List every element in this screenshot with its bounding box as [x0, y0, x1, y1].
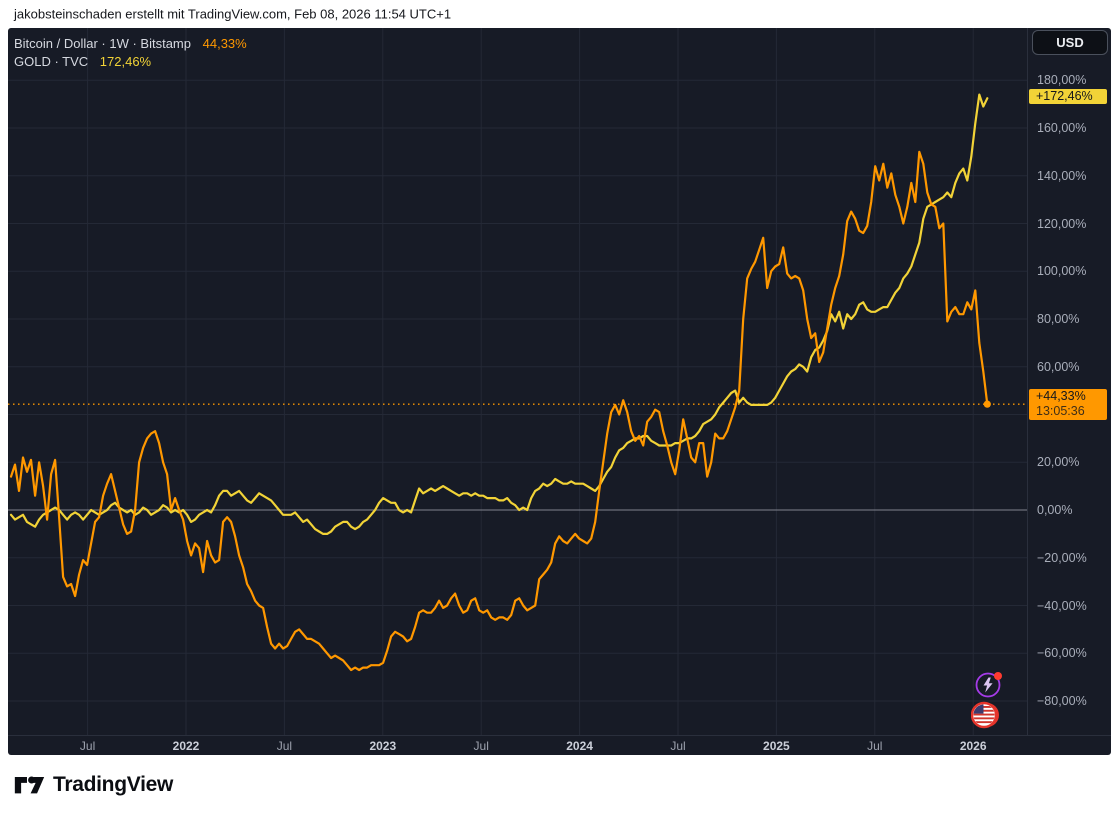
x-axis-label: Jul: [867, 739, 883, 753]
legend-item-gold[interactable]: GOLD · TVC 172,46%: [14, 53, 247, 71]
y-axis-label: 60,00%: [1037, 359, 1080, 374]
y-axis-label: −40,00%: [1037, 598, 1087, 613]
x-axis-label: Jul: [79, 739, 96, 753]
y-axis-label: 20,00%: [1037, 455, 1080, 470]
currency-toggle-button[interactable]: USD: [1032, 30, 1108, 55]
y-axis-label: 0,00%: [1037, 503, 1073, 517]
x-axis-label: Jul: [473, 739, 489, 753]
legend-change-btc: 44,33%: [202, 36, 247, 51]
x-axis-label: Jul: [276, 739, 293, 753]
y-axis-label: 120,00%: [1037, 216, 1087, 231]
y-axis-label: 160,00%: [1037, 121, 1087, 135]
us-flag-icon[interactable]: [971, 701, 1000, 729]
legend-symbol-btc: Bitcoin / Dollar · 1W · Bitstamp: [14, 36, 191, 51]
price-axis[interactable]: USD +172,46% +44,33% 13:05:36 180,00% 160…: [1027, 28, 1111, 735]
y-axis-label: 80,00%: [1037, 312, 1080, 326]
x-axis-label: 2024: [566, 739, 593, 753]
sparks-icon[interactable]: [974, 671, 1010, 699]
x-axis-label: 2026: [959, 739, 987, 753]
time-axis[interactable]: Jul 2022 Jul 2023 Jul 2024 Jul 2025 Jul 2026: [8, 735, 1111, 755]
y-axis-label: 180,00%: [1037, 73, 1087, 88]
x-axis-label: 2023: [369, 739, 397, 753]
chart-panel: Bitcoin / Dollar · 1W · Bitstamp 44,33% …: [8, 28, 1111, 755]
attribution-bar: jakobsteinschaden erstellt mit TradingVi…: [0, 0, 1117, 28]
y-axis-label: −80,00%: [1037, 694, 1087, 708]
y-axis-label: 140,00%: [1037, 168, 1087, 183]
attribution-text: jakobsteinschaden erstellt mit TradingVi…: [14, 6, 452, 22]
tradingview-logo-icon: [14, 776, 45, 794]
legend-change-gold: 172,46%: [99, 54, 152, 69]
btc-badge-value: +44,33%: [1036, 388, 1086, 403]
y-axis-label: 100,00%: [1037, 264, 1087, 279]
last-price-dot: [983, 400, 991, 408]
gold-price-badge: +172,46%: [1029, 88, 1107, 105]
brand-wordmark: TradingView: [53, 773, 174, 796]
y-axis-label: −20,00%: [1037, 550, 1087, 565]
legend-item-btc[interactable]: Bitcoin / Dollar · 1W · Bitstamp 44,33%: [14, 35, 247, 53]
price-chart[interactable]: Bitcoin / Dollar · 1W · Bitstamp 44,33% …: [8, 28, 1027, 735]
legend-symbol-gold: GOLD · TVC: [14, 54, 89, 69]
series-gold---tvc[interactable]: [9, 93, 989, 535]
x-axis-label: 2022: [172, 739, 200, 753]
btc-price-badge: +44,33% 13:05:36: [1029, 388, 1107, 420]
chart-legend: Bitcoin / Dollar · 1W · Bitstamp 44,33% …: [14, 35, 247, 71]
btc-badge-countdown: 13:05:36: [1036, 404, 1085, 419]
footer: TradingView: [0, 755, 1117, 815]
x-axis-label: Jul: [670, 739, 686, 753]
x-axis-label: 2025: [763, 739, 790, 753]
chart-canvas[interactable]: [8, 28, 1027, 735]
tradingview-brand[interactable]: TradingView: [14, 770, 173, 800]
y-axis-label: −60,00%: [1037, 646, 1087, 661]
gold-badge-value: +172,46%: [1036, 88, 1093, 103]
series-bitcoin---dollar[interactable]: [9, 150, 989, 672]
